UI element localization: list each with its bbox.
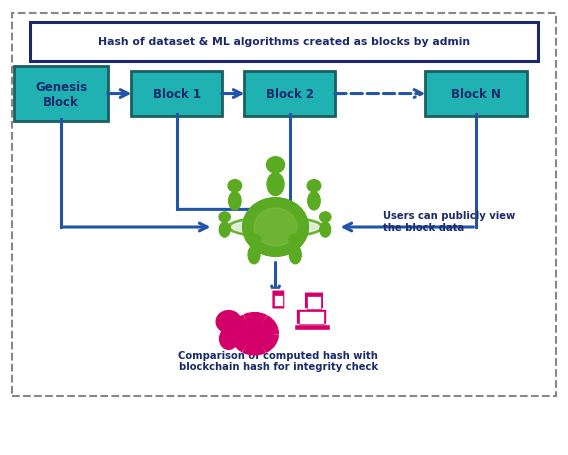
Wedge shape <box>231 316 254 334</box>
Ellipse shape <box>248 246 260 264</box>
Text: Block 2: Block 2 <box>266 88 314 101</box>
Circle shape <box>266 157 285 173</box>
Ellipse shape <box>228 192 241 210</box>
Wedge shape <box>244 313 266 334</box>
FancyBboxPatch shape <box>131 72 222 117</box>
FancyBboxPatch shape <box>30 22 538 62</box>
Ellipse shape <box>232 220 319 235</box>
Text: Users can publicly view
the block data: Users can publicly view the block data <box>383 211 515 232</box>
FancyBboxPatch shape <box>307 296 321 310</box>
Wedge shape <box>231 334 254 352</box>
FancyBboxPatch shape <box>425 72 527 117</box>
Circle shape <box>219 212 230 222</box>
Text: Hash of dataset & ML algorithms created as blocks by admin: Hash of dataset & ML algorithms created … <box>98 37 470 47</box>
Text: Block N: Block N <box>451 88 501 101</box>
Circle shape <box>228 180 241 192</box>
Circle shape <box>254 208 297 247</box>
Circle shape <box>243 198 308 257</box>
Ellipse shape <box>220 329 237 349</box>
Circle shape <box>243 198 308 257</box>
FancyBboxPatch shape <box>272 290 285 310</box>
Wedge shape <box>254 334 278 352</box>
Circle shape <box>251 206 300 249</box>
Ellipse shape <box>267 173 284 196</box>
Ellipse shape <box>308 192 320 210</box>
Circle shape <box>216 311 241 333</box>
Circle shape <box>320 212 331 222</box>
Circle shape <box>248 234 261 246</box>
Wedge shape <box>254 317 278 334</box>
FancyBboxPatch shape <box>11 14 557 396</box>
FancyBboxPatch shape <box>294 324 330 330</box>
FancyBboxPatch shape <box>296 309 327 327</box>
FancyBboxPatch shape <box>244 72 335 117</box>
FancyBboxPatch shape <box>304 292 324 313</box>
Circle shape <box>307 180 321 192</box>
Ellipse shape <box>227 217 324 238</box>
Ellipse shape <box>219 222 230 238</box>
Wedge shape <box>243 334 265 355</box>
Ellipse shape <box>289 246 301 264</box>
FancyBboxPatch shape <box>14 67 108 122</box>
Circle shape <box>289 234 302 246</box>
Text: Block 1: Block 1 <box>153 88 201 101</box>
FancyBboxPatch shape <box>299 311 324 325</box>
Text: Comparison of computed hash with
blockchain hash for integrity check: Comparison of computed hash with blockch… <box>178 350 378 371</box>
FancyBboxPatch shape <box>274 295 283 307</box>
Text: Genesis
Block: Genesis Block <box>35 81 87 108</box>
Ellipse shape <box>320 222 331 238</box>
